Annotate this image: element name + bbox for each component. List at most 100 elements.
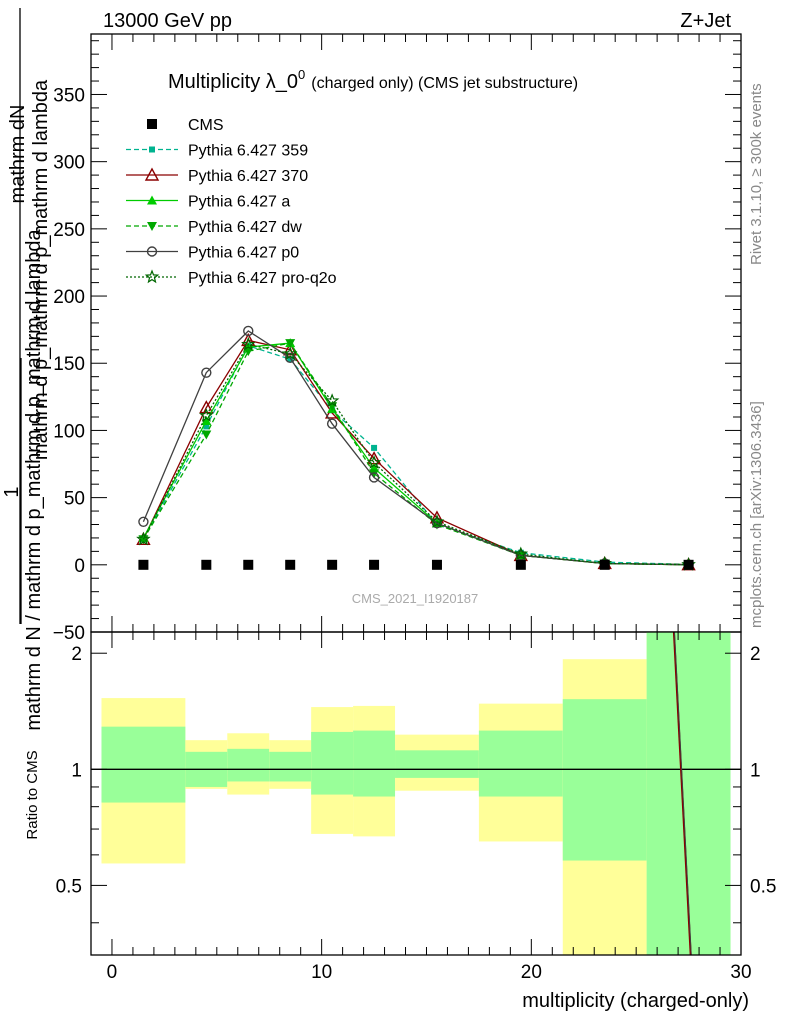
x-tick-label: 30	[730, 962, 751, 983]
series-py370	[136, 332, 696, 571]
data-point-cms	[285, 559, 296, 570]
data-point-pyp0	[243, 325, 254, 337]
data-point-pyp0	[368, 472, 380, 483]
analysis-watermark: CMS_2021_I1920187	[352, 591, 479, 606]
data-point-pydw	[285, 339, 296, 349]
series-line-pyproq2o	[142, 343, 689, 566]
ratio-band-inner	[478, 730, 563, 797]
y-label-denominator: mathrm d N / mathrm d p_mathrm d p_mathr…	[23, 228, 45, 730]
ratio-y-tick-label-right: 0.5	[750, 876, 776, 897]
ratio-band-inner	[562, 699, 647, 861]
data-point-pya	[201, 416, 212, 426]
series-pydw	[138, 339, 694, 570]
legend-label-pyp0: Pythia 6.427 p0	[188, 245, 299, 262]
series-py359	[140, 342, 692, 568]
data-point-py359	[287, 356, 294, 363]
y-tick-label: 0	[74, 556, 85, 577]
ratio-panel-lines	[91, 631, 741, 956]
legend-marker-cms	[147, 119, 157, 129]
legend-entry-pydw: Pythia 6.427 dw	[126, 219, 302, 236]
y-tick-label: 250	[53, 220, 85, 241]
data-point-cms	[201, 559, 212, 570]
legend: CMS Pythia 6.427 359 Pythia 6.427 370 Pythi…	[126, 117, 337, 287]
data-point-pydw	[243, 347, 254, 357]
mcplots-reference-label: mcplots.cern.ch [arXiv:1306.3436]	[748, 401, 765, 628]
data-point-cms	[515, 559, 526, 570]
data-point-pyproq2o	[513, 546, 529, 561]
series-pyp0	[138, 325, 694, 570]
ratio-y-tick-label-right: 1	[750, 760, 761, 781]
legend-marker-py359	[149, 146, 155, 153]
data-point-cms	[599, 559, 610, 570]
x-tick-label: 10	[311, 962, 332, 983]
data-point-cms	[683, 559, 694, 570]
legend-entry-py359: Pythia 6.427 359	[126, 143, 308, 160]
y-tick-label: 150	[53, 354, 85, 375]
legend-entry-pyp0: Pythia 6.427 p0	[126, 245, 299, 262]
ratio-y-axis-label: Ratio to CMS	[24, 750, 41, 839]
legend-entry-py370: Pythia 6.427 370	[126, 167, 308, 185]
ratio-model-line-overlay	[674, 631, 692, 956]
legend-entry-cms: CMS	[147, 117, 224, 134]
ratio-y-tick-label: 2	[71, 644, 82, 665]
ratio-band-inner	[311, 731, 354, 795]
legend-label-cms: CMS	[188, 117, 224, 134]
y-label-one: 1	[1, 486, 23, 497]
data-point-cms	[369, 559, 380, 570]
y-tick-label: 100	[53, 421, 85, 442]
main-panel-axes: −50 0 50 100 150 200 250 300 350	[53, 33, 742, 644]
legend-marker-py370	[144, 167, 160, 181]
x-tick-label: 0	[107, 962, 118, 983]
y-tick-label: 50	[64, 489, 85, 510]
header-process-label: Z+Jet	[680, 10, 731, 32]
y-tick-label: 300	[53, 153, 85, 174]
series-line-py359	[142, 345, 689, 566]
data-point-cms	[243, 559, 254, 570]
data-point-pyproq2o	[324, 393, 340, 408]
chart-title: Multiplicity λ_00 (charged only) (CMS jet…	[168, 67, 578, 93]
data-point-pyp0	[201, 367, 212, 378]
ratio-y-tick-label-right: 2	[750, 644, 761, 665]
chart-title-superscript: 0	[298, 67, 305, 82]
ratio-panel-frame	[90, 631, 742, 956]
data-point-pyp0	[138, 516, 149, 528]
legend-entry-pyproq2o: Pythia 6.427 pro-q2o	[126, 269, 337, 287]
data-point-pydw	[201, 430, 212, 440]
y-tick-label: 200	[53, 287, 85, 308]
legend-marker-pya	[147, 195, 157, 205]
ratio-band-inner	[101, 726, 186, 803]
main-y-axis-label: mathrm dN mathrm d p_mathrm d p_mathrm d…	[1, 8, 52, 731]
data-point-py359	[371, 444, 378, 451]
ratio-y-tick-label: 0.5	[56, 876, 82, 897]
legend-entry-pya: Pythia 6.427 a	[126, 194, 290, 211]
data-point-cms	[431, 559, 442, 570]
legend-marker-pyp0	[146, 246, 158, 257]
legend-marker-pyproq2o	[144, 269, 160, 284]
ratio-band-inner	[269, 751, 312, 782]
data-point-cms	[138, 559, 149, 570]
series-pya	[138, 338, 694, 569]
ratio-band-inner	[227, 748, 270, 782]
data-point-pyp0	[326, 418, 338, 429]
y-label-numerator-top: mathrm dN	[7, 105, 29, 204]
ratio-band-inner	[395, 750, 479, 778]
data-point-pydw	[369, 469, 380, 479]
data-point-pyproq2o	[241, 336, 256, 351]
ratio-panel-axes: 0.5 0.51 12 20 10 20 30	[56, 631, 776, 983]
series-cms	[138, 559, 694, 570]
data-point-pyproq2o	[282, 346, 298, 361]
data-point-pyproq2o	[199, 407, 214, 422]
data-point-pyproq2o	[136, 531, 151, 546]
data-point-py370	[199, 400, 214, 414]
legend-label-pydw: Pythia 6.427 dw	[188, 219, 302, 236]
legend-label-pya: Pythia 6.427 a	[188, 194, 290, 211]
data-point-pyproq2o	[366, 455, 382, 469]
data-point-py359	[203, 423, 210, 430]
x-tick-label: 20	[521, 962, 542, 983]
ratio-y-tick-label: 1	[71, 760, 82, 781]
chart-title-rest: (charged only) (CMS jet substructure)	[311, 75, 578, 92]
series-pyproq2o	[136, 336, 696, 571]
data-point-cms	[327, 559, 338, 570]
ratio-panel-bands	[101, 632, 731, 955]
